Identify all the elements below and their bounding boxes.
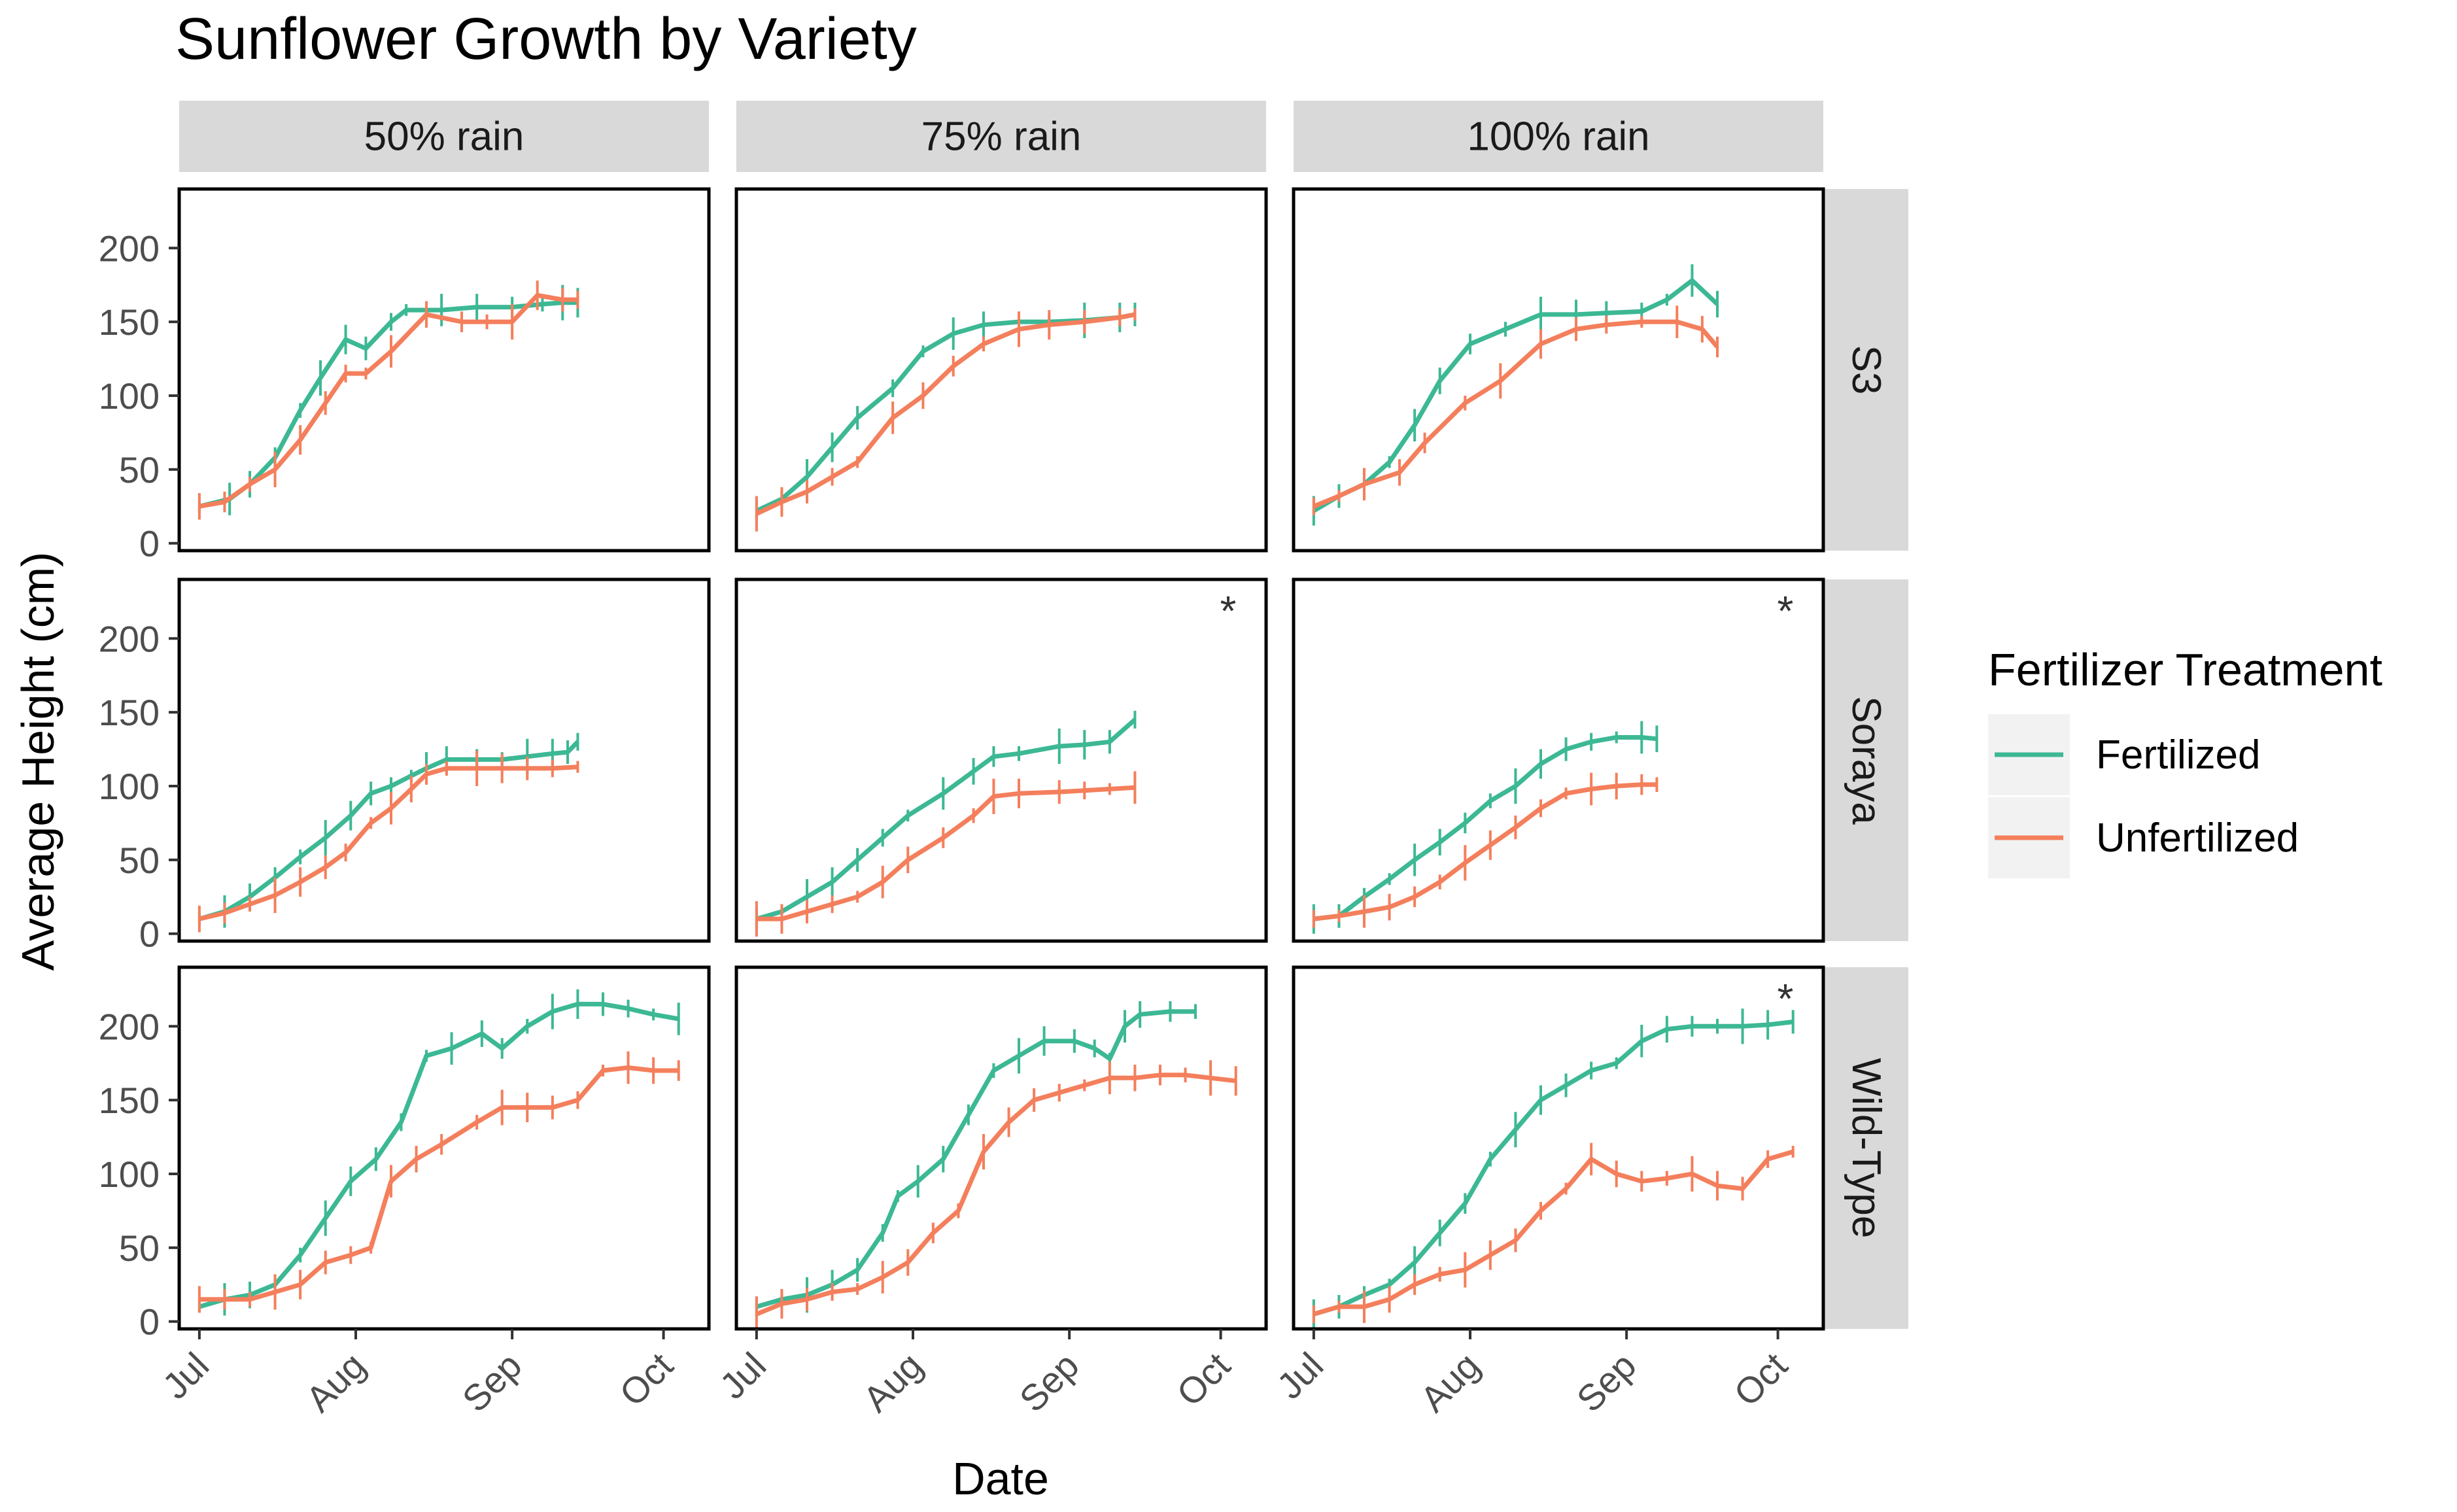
row-strip: [1825, 189, 1908, 551]
unfertilized-line: [1313, 1149, 1794, 1316]
panel-border: [1292, 965, 1825, 1331]
y-tick-label: 50: [119, 840, 160, 881]
y-axis-title: Average Height (cm): [12, 552, 63, 971]
column-strip: [179, 101, 709, 172]
row-strip-label: Wild-Type: [1844, 1058, 1889, 1239]
significance-marker: *: [1778, 587, 1794, 634]
panel: 0 50 100 150 200: [99, 577, 711, 955]
column-strip-label: 50% rain: [364, 114, 524, 160]
row-strip-label: S3: [1844, 345, 1889, 395]
significance-marker: *: [1220, 587, 1237, 634]
panel: [734, 187, 1268, 553]
panel-border: [734, 965, 1268, 1331]
panel-border: [177, 965, 711, 1331]
y-tick-label: 0: [139, 523, 160, 564]
panel-border: [177, 187, 711, 553]
panel: 0 50 100 150 200: [99, 187, 711, 564]
y-tick-label: 150: [99, 1080, 160, 1121]
row-strip: [1825, 967, 1908, 1329]
y-tick-label: 50: [119, 1228, 160, 1269]
column-strip-label: 75% rain: [921, 114, 1082, 160]
panel: [1292, 187, 1825, 553]
panel-border: [734, 187, 1268, 553]
fertilized-line: [198, 1001, 679, 1309]
panel-border: [177, 577, 711, 943]
panel: *: [734, 577, 1268, 943]
y-tick-label: 100: [99, 1154, 160, 1195]
chart-title: Sunflower Growth by Variety: [175, 7, 917, 72]
row-strip-label: Soraya: [1844, 696, 1889, 825]
fertilized-line: [1313, 1020, 1794, 1316]
row-strip: [1825, 579, 1908, 941]
y-tick-label: 200: [99, 618, 160, 659]
column-strip: [1294, 101, 1823, 172]
fertilized-line: [198, 740, 579, 921]
unfertilized-line: [1313, 319, 1719, 509]
y-tick-label: 100: [99, 375, 160, 417]
unfertilized-line: [199, 293, 578, 509]
y-tick-label: 0: [139, 914, 160, 955]
y-tick-label: 100: [99, 766, 160, 807]
legend-label-fertilized: Fertilized: [2096, 732, 2261, 778]
panel-border: [1292, 577, 1825, 943]
legend: Fertilizer Treatment Fertilized Unfertil…: [1988, 644, 2382, 878]
y-tick-label: 200: [99, 1006, 160, 1047]
y-tick-label: 0: [139, 1301, 160, 1343]
legend-title: Fertilizer Treatment: [1988, 644, 2382, 695]
significance-marker: *: [1778, 975, 1794, 1022]
unfertilized-line: [199, 1065, 679, 1302]
fertilized-line: [755, 1009, 1195, 1309]
y-tick-label: 150: [99, 692, 160, 733]
column-strip: [736, 101, 1266, 172]
panel-border: [734, 577, 1268, 943]
unfertilized-line: [755, 312, 1136, 516]
legend-label-unfertilized: Unfertilized: [2096, 816, 2299, 861]
x-axis-title: Date: [952, 1453, 1049, 1504]
panel-border: [1292, 187, 1825, 553]
y-tick-label: 50: [119, 449, 160, 490]
y-tick-label: 200: [99, 228, 160, 269]
y-tick-label: 150: [99, 301, 160, 343]
unfertilized-line: [755, 1073, 1237, 1316]
column-strip-label: 100% rain: [1467, 114, 1649, 160]
panel: *: [1292, 577, 1825, 943]
